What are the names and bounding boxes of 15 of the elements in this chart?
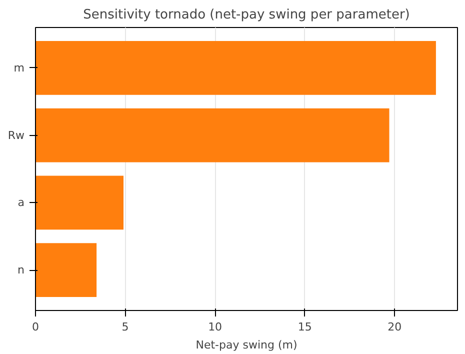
y-tick-label: m <box>14 61 25 74</box>
bar <box>36 108 390 162</box>
x-tick-label: 15 <box>298 320 312 334</box>
x-tick-label: 20 <box>388 320 402 334</box>
bar <box>36 243 97 298</box>
x-tick-label: 0 <box>32 320 39 334</box>
x-tick-label: 10 <box>208 320 222 334</box>
x-axis-title: Net-pay swing (m) <box>196 338 298 352</box>
y-tick-label: n <box>18 264 25 277</box>
bar <box>36 176 124 230</box>
bar <box>36 40 436 95</box>
chart-title: Sensitivity tornado (net-pay swing per parameter) <box>83 8 410 22</box>
x-tick-label: 5 <box>122 320 129 334</box>
y-tick-label: a <box>18 196 25 210</box>
y-tick-label: Rw <box>8 128 25 142</box>
